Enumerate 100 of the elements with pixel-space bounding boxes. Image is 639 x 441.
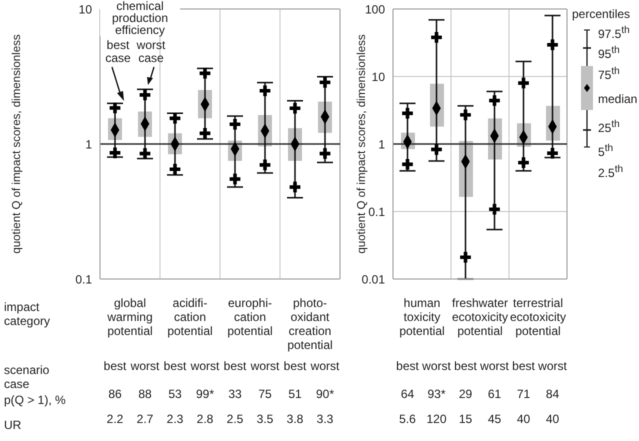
text: 15: [458, 412, 472, 426]
text: 2.3: [166, 412, 184, 426]
point: [402, 108, 413, 119]
point: [290, 182, 300, 192]
point: [170, 112, 180, 124]
text: terrestrial ecotoxicity potential: [510, 296, 566, 338]
text: UR: [4, 418, 22, 432]
text: 40: [516, 412, 530, 426]
y-tick-label: 10: [372, 70, 386, 84]
text: photo-oxidant creation potential: [287, 296, 333, 352]
text: 5$^{th}$: [598, 142, 614, 159]
text: 3.5: [256, 412, 274, 426]
annotation: best case: [104, 38, 132, 65]
text: 64: [400, 387, 414, 401]
text: 2.7: [136, 412, 154, 426]
text: global warming potential: [106, 296, 153, 338]
text: 2.8: [196, 412, 214, 426]
x-tick-label: best: [164, 359, 188, 373]
point: [230, 174, 240, 184]
y-tick-label: 0.1: [368, 204, 386, 219]
point: [320, 77, 330, 88]
text: 75$^{th}$: [598, 65, 620, 82]
text: 75: [258, 387, 272, 401]
y-axis-title: quotient Q of impact scores, dimensionless: [356, 34, 368, 254]
text: 40: [546, 412, 560, 426]
text: p(Q > 1), %: [4, 393, 66, 407]
y-tick-label: 0.1: [75, 272, 92, 286]
x-tick-label: worst: [310, 359, 340, 373]
point: [518, 157, 529, 168]
x-tick-label: best: [512, 359, 536, 373]
point: [320, 148, 330, 159]
point: [200, 128, 210, 139]
annotation: worst case: [136, 38, 166, 65]
legend-title: percentiles: [572, 7, 630, 21]
x-tick-label: best: [396, 359, 420, 373]
point: [547, 39, 558, 50]
point: [110, 102, 120, 114]
text: 90*: [316, 387, 334, 401]
point: [140, 90, 150, 100]
x-tick-label: worst: [190, 359, 220, 373]
point: [402, 158, 413, 170]
x-tick-label: worst: [479, 359, 510, 373]
x-tick-label: best: [284, 359, 308, 373]
point: [200, 68, 210, 79]
text: 33: [228, 387, 242, 401]
y-tick-label: 1: [85, 137, 92, 152]
text: 99*: [196, 387, 214, 401]
x-tick-label: worst: [537, 359, 568, 373]
y-axis-title: quotient Q of impact scores, dimensionless: [11, 34, 24, 254]
text: 84: [546, 387, 560, 401]
text: 53: [168, 387, 182, 401]
x-tick-label: best: [104, 359, 128, 373]
text: 2.5$^{th}$: [598, 163, 624, 180]
y-tick-label: 100: [364, 2, 386, 16]
x-tick-label: best: [224, 359, 248, 373]
text: 93*: [427, 387, 446, 401]
x-tick-label: worst: [421, 359, 452, 373]
text: 25$^{th}$: [598, 118, 620, 135]
point: [431, 32, 442, 43]
text: 120: [426, 412, 447, 426]
point: [489, 95, 500, 106]
text: 45: [488, 412, 502, 426]
point: [260, 85, 270, 96]
text: 3.3: [316, 412, 334, 426]
y-tick-label: 10: [78, 2, 92, 16]
text: 3.8: [286, 412, 304, 426]
x-tick-label: best: [454, 359, 478, 373]
text: median: [598, 92, 638, 106]
point: [518, 78, 529, 88]
point: [431, 144, 442, 155]
text: 86: [108, 387, 122, 401]
text: 95$^{th}$: [598, 44, 620, 61]
text: 97.5$^{th}$: [598, 24, 630, 41]
y-tick-label: 1: [378, 137, 386, 152]
point: [290, 102, 300, 114]
text: 61: [488, 387, 502, 401]
point: [230, 118, 240, 130]
text: human toxicity potential: [399, 296, 445, 338]
text: 29: [458, 387, 472, 401]
text: freshwater ecotoxicity potential: [452, 296, 508, 338]
point: [260, 160, 270, 170]
text: 5.6: [399, 412, 416, 426]
point: [489, 204, 500, 215]
y-tick-label: 0.01: [362, 272, 386, 286]
point: [110, 147, 120, 158]
text: impact category: [4, 300, 52, 328]
text: acidifi-cation potential: [167, 296, 213, 338]
text: 71: [516, 387, 530, 401]
point: [170, 164, 180, 175]
text: 51: [288, 387, 302, 401]
point: [460, 252, 471, 263]
x-tick-label: worst: [130, 359, 160, 373]
text: 2.2: [106, 412, 124, 426]
text: europhi-cation potential: [227, 296, 273, 338]
point: [140, 148, 150, 159]
point: [547, 148, 558, 159]
text: 2.5: [226, 412, 244, 426]
text: 88: [138, 387, 152, 401]
point: [460, 110, 471, 120]
x-tick-label: worst: [250, 359, 280, 373]
